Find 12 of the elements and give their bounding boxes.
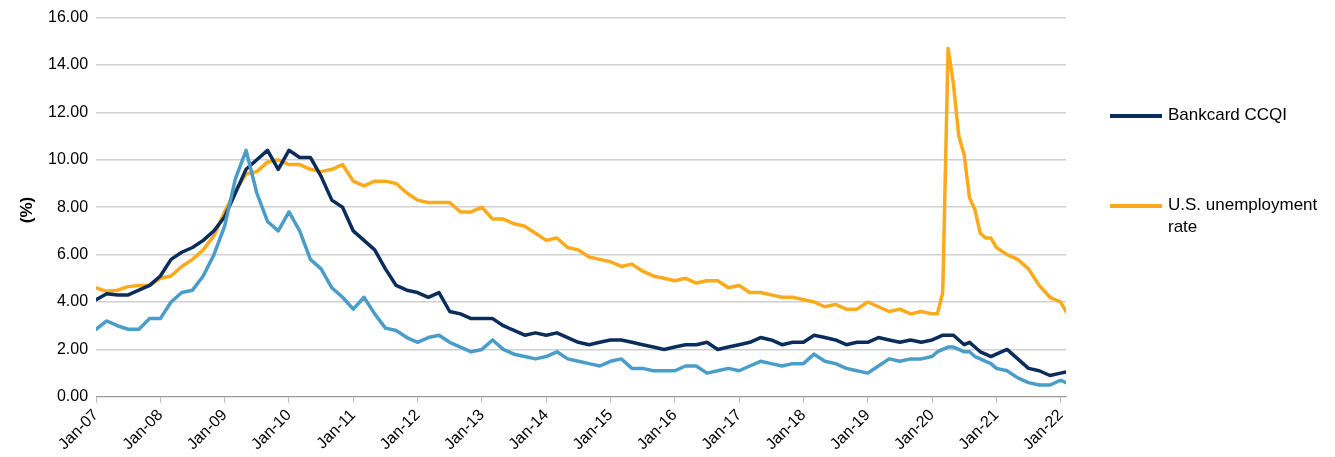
y-tick-label: 16.00 (47, 8, 89, 26)
legend-label: Bankcard CCQI (1168, 104, 1289, 126)
y-tick-label: 10.00 (47, 150, 89, 168)
y-axis-title: (%) (17, 196, 38, 224)
y-tick-label: 8.00 (56, 197, 89, 215)
y-tick-label: 12.00 (47, 102, 89, 120)
legend-label: U.S. unemployment rate (1168, 194, 1318, 238)
y-tick-label: 2.00 (56, 339, 89, 357)
y-tick-label: 0.00 (56, 387, 89, 405)
y-tick-label: 4.00 (56, 292, 89, 310)
y-tick-label: 14.00 (47, 55, 89, 73)
y-tick-label: 6.00 (56, 245, 89, 263)
